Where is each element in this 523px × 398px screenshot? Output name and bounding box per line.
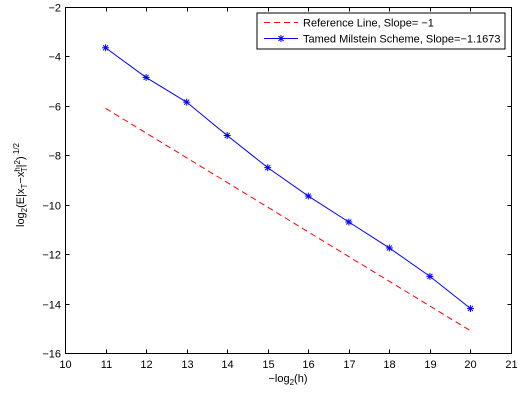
- tamed-milstein-point: [466, 305, 474, 313]
- legend-reference-line-label: Reference Line, Slope= −1: [303, 18, 434, 30]
- x-tick-label: 21: [505, 359, 517, 371]
- x-tick-label: 13: [181, 359, 193, 371]
- tick-layer: 10 11 12 13 14 15 16 17 18 19 20 21 −16 −14 −12 −10 −8 −6…: [42, 3, 517, 372]
- legend: Reference Line, Slope= −1 Tamed Milstein…: [256, 12, 506, 50]
- tamed-milstein-line: [105, 47, 471, 309]
- legend-asterisk-icon: [277, 35, 285, 42]
- tamed-milstein-point: [142, 73, 150, 81]
- y-tick-label: −12: [42, 250, 61, 262]
- y-tick-label: −6: [48, 102, 61, 114]
- tamed-milstein-point: [223, 132, 231, 140]
- x-tick-label: 10: [59, 359, 71, 371]
- x-tick-label: 15: [262, 359, 274, 371]
- y-tick-label: −14: [42, 300, 61, 312]
- tamed-milstein-point: [345, 218, 353, 226]
- x-tick-label: 11: [101, 359, 112, 371]
- tamed-milstein-point: [183, 98, 191, 106]
- x-axis-label: −log2(h): [268, 373, 307, 387]
- y-axis-label: log2(E|xT−xhT|2) 1/2: [12, 142, 29, 227]
- x-tick-label: 12: [140, 359, 152, 371]
- y-tick-label: −8: [48, 151, 61, 163]
- series-layer: [102, 44, 474, 332]
- x-tick-label: 19: [424, 359, 436, 371]
- x-tick-label: 14: [221, 359, 233, 371]
- x-tick-label: 17: [343, 359, 355, 371]
- tamed-milstein-point: [304, 192, 312, 200]
- y-tick-label: −4: [48, 52, 61, 64]
- y-tick-label: −2: [48, 3, 61, 15]
- tamed-milstein-point: [426, 272, 434, 280]
- tamed-milstein-point: [385, 244, 393, 252]
- plot-area-frame: [65, 7, 512, 354]
- tamed-milstein-point: [102, 44, 110, 52]
- legend-box: [256, 12, 506, 50]
- x-tick-label: 16: [302, 359, 314, 371]
- y-tick-label: −10: [42, 201, 61, 213]
- x-tick-label: 18: [383, 359, 395, 371]
- tamed-milstein-point: [264, 164, 272, 172]
- legend-tamed-milstein-marker-icon: [277, 35, 285, 42]
- legend-tamed-milstein-label: Tamed Milstein Scheme, Slope=−1.1673: [303, 34, 501, 46]
- reference-line: [105, 107, 471, 332]
- y-tick-label: −16: [42, 349, 61, 361]
- x-tick-label: 20: [464, 359, 476, 371]
